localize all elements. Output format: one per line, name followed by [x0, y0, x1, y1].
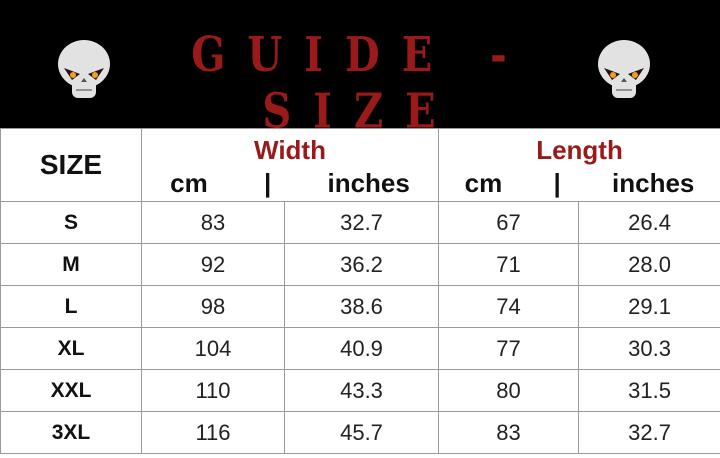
header-row: SIZE Width cm | inches Length cm | inches: [0, 128, 720, 202]
table-row: M 92 36.2 71 28.0: [0, 243, 720, 286]
unit-separator: |: [263, 168, 272, 198]
cell-length-cm: 77: [438, 327, 580, 370]
cell-length-in: 28.0: [578, 243, 720, 286]
cell-length-in: 26.4: [578, 201, 720, 244]
unit-cm: cm: [464, 168, 503, 198]
cell-width-cm: 116: [141, 411, 285, 454]
cell-width-in: 40.9: [283, 327, 440, 370]
cell-length-in: 29.1: [578, 285, 720, 328]
table-row: XL 104 40.9 77 30.3: [0, 327, 720, 370]
cell-size: M: [0, 243, 142, 286]
banner: GUIDE - SIZE: [0, 0, 720, 139]
cell-width-cm: 83: [141, 201, 285, 244]
banner-title: GUIDE - SIZE: [191, 26, 529, 140]
cell-length-cm: 71: [438, 243, 580, 286]
unit-separator: |: [553, 168, 561, 198]
cell-size: 3XL: [0, 411, 142, 454]
cell-width-in: 43.3: [283, 369, 440, 412]
size-header: SIZE: [0, 128, 142, 202]
width-label: Width: [254, 135, 326, 165]
unit-cm: cm: [170, 168, 208, 198]
cell-width-in: 38.6: [283, 285, 440, 328]
cell-length-in: 31.5: [578, 369, 720, 412]
cell-size: S: [0, 201, 142, 244]
skull-icon: [58, 40, 110, 98]
cell-width-cm: 110: [141, 369, 285, 412]
length-header: Length cm | inches: [438, 128, 720, 202]
cell-length-cm: 83: [438, 411, 580, 454]
cell-length-cm: 80: [438, 369, 580, 412]
width-header: Width cm | inches: [140, 128, 440, 202]
cell-length-in: 32.7: [578, 411, 720, 454]
cell-size: L: [0, 285, 142, 328]
cell-width-in: 36.2: [283, 243, 440, 286]
table-row: L 98 38.6 74 29.1: [0, 285, 720, 328]
cell-length-cm: 74: [438, 285, 580, 328]
unit-inches: inches: [327, 168, 410, 198]
length-label: Length: [536, 135, 623, 165]
unit-inches: inches: [612, 168, 695, 198]
table-row: 3XL 116 45.7 83 32.7: [0, 411, 720, 454]
cell-size: XL: [0, 327, 142, 370]
table-row: XXL 110 43.3 80 31.5: [0, 369, 720, 412]
cell-length-in: 30.3: [578, 327, 720, 370]
table-row: S 83 32.7 67 26.4: [0, 201, 720, 244]
cell-width-cm: 92: [141, 243, 285, 286]
cell-size: XXL: [0, 369, 142, 412]
cell-width-cm: 104: [141, 327, 285, 370]
cell-length-cm: 67: [438, 201, 580, 244]
cell-width-cm: 98: [141, 285, 285, 328]
cell-width-in: 45.7: [283, 411, 440, 454]
skull-icon: [598, 40, 650, 98]
cell-width-in: 32.7: [283, 201, 440, 244]
